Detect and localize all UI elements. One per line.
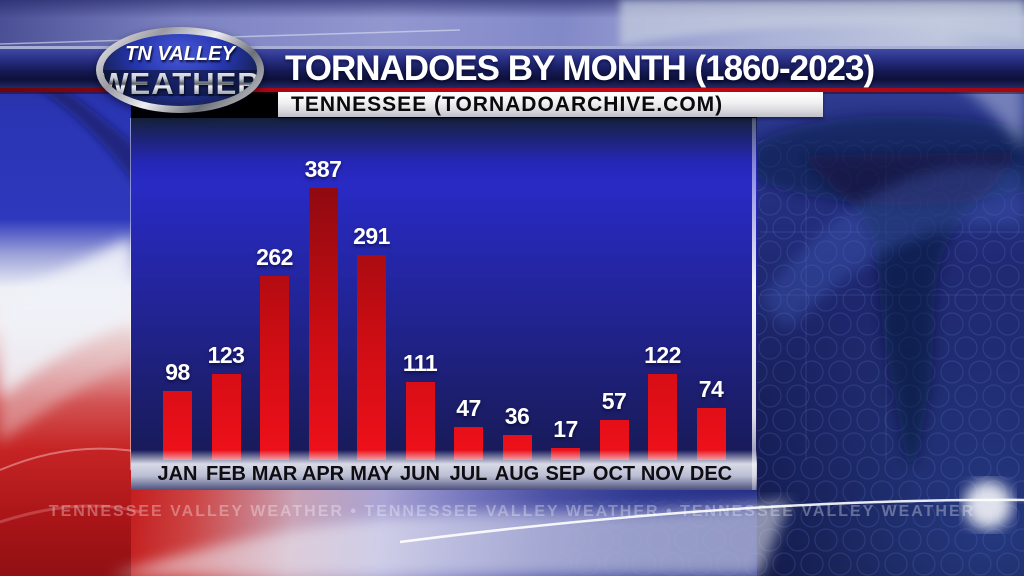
x-axis-label-jun: JUN xyxy=(399,463,440,485)
bar-mar xyxy=(260,276,289,460)
watermark-ticker: TENNESSEE VALLEY WEATHER • TENNESSEE VAL… xyxy=(48,503,976,520)
bar-value-label-apr: 387 xyxy=(304,156,342,182)
bar-value-label-mar: 262 xyxy=(256,244,293,270)
subtitle: TENNESSEE (TORNADOARCHIVE.COM) xyxy=(291,93,724,116)
x-axis-label-apr: APR xyxy=(301,463,345,485)
bar-value-label-sep: 17 xyxy=(553,416,578,442)
logo-text-tn-valley: TN VALLEY xyxy=(125,42,235,65)
red-divider-line xyxy=(0,88,1024,92)
subtitle-strip: TENNESSEE (TORNADOARCHIVE.COM) xyxy=(278,92,823,117)
x-axis-label-feb: FEB xyxy=(206,463,246,485)
x-axis: JAN FEB MAR APR MAY JUN JUL AUG SEP OCT NOV DEC xyxy=(131,460,757,490)
x-axis-label-jul: JUL xyxy=(449,463,488,485)
bar-value-label-aug: 36 xyxy=(504,403,530,429)
x-axis-label-dec: DEC xyxy=(689,463,733,485)
page-title: TORNADOES BY MONTH (1860-2023) xyxy=(285,49,875,88)
x-axis-label-may: MAY xyxy=(350,463,393,485)
bar-value-label-feb: 123 xyxy=(207,342,245,368)
chart-plot: 98 123 262 387 291 111 47 36 17 57 122 74 xyxy=(131,118,757,460)
chart-panel: 98 123 262 387 291 111 47 36 17 57 122 74 JAN FEB MAR… xyxy=(131,118,757,490)
bar-value-label-dec: 74 xyxy=(698,376,724,402)
x-axis-strip xyxy=(131,450,757,490)
station-logo: TN VALLEY WEATHER xyxy=(96,27,264,113)
bar-value-label-jan: 98 xyxy=(165,359,190,385)
logo-text-weather: WEATHER xyxy=(103,66,257,102)
bar-jun xyxy=(405,382,435,460)
x-axis-label-mar: MAR xyxy=(251,463,298,485)
bar-may xyxy=(357,255,386,460)
x-axis-label-jan: JAN xyxy=(157,463,198,485)
bar-apr xyxy=(308,188,338,460)
bar-value-label-jul: 47 xyxy=(456,395,481,421)
x-axis-label-nov: NOV xyxy=(640,463,685,485)
panel-left-edge-line xyxy=(130,118,131,470)
bar-feb xyxy=(211,374,241,460)
x-axis-label-aug: AUG xyxy=(494,463,540,485)
x-axis-label-sep: SEP xyxy=(545,463,586,485)
bar-value-label-oct: 57 xyxy=(601,388,627,414)
bar-value-label-jun: 111 xyxy=(402,350,438,376)
x-axis-label-oct: OCT xyxy=(592,463,636,485)
logo-oval-face: TN VALLEY WEATHER xyxy=(103,34,257,106)
bar-jan xyxy=(163,391,192,460)
bar-value-label-nov: 122 xyxy=(644,342,681,368)
panel-right-edge-line xyxy=(752,118,756,490)
bar-nov xyxy=(648,374,677,460)
bar-value-label-may: 291 xyxy=(353,223,390,249)
